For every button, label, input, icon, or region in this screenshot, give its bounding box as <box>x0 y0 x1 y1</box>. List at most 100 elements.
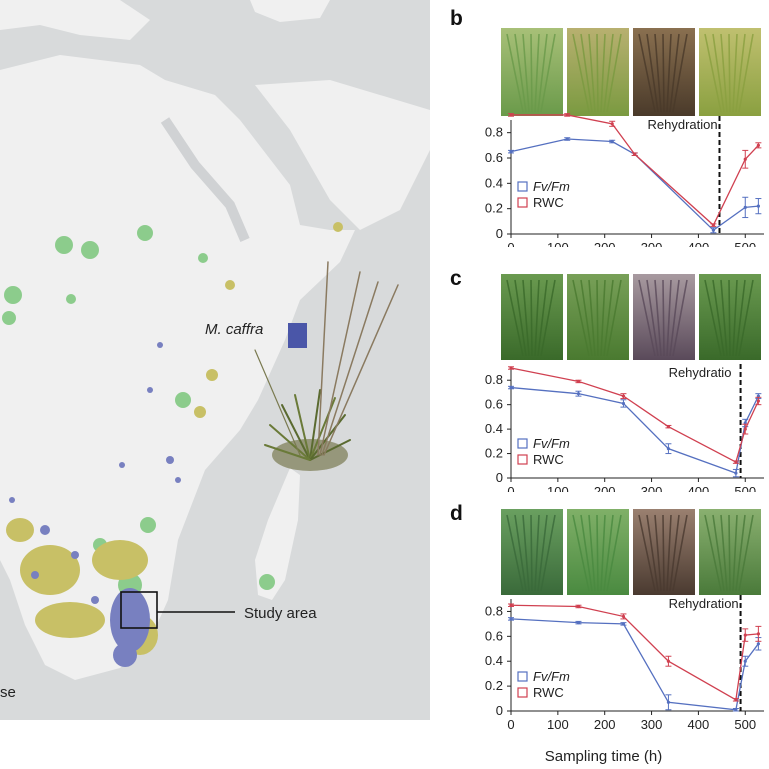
leaf-stroke <box>735 514 746 592</box>
data-point <box>509 150 513 154</box>
data-point <box>509 385 513 390</box>
leaf-stroke <box>654 33 662 113</box>
legend-fvfm: Fv/Fm <box>533 179 570 194</box>
x-tick-label: 400 <box>688 484 710 492</box>
leaf-stroke <box>506 279 524 357</box>
x-tick-label: 300 <box>641 484 663 492</box>
data-point <box>743 633 747 637</box>
x-tick-label: 500 <box>734 240 756 247</box>
data-point <box>576 621 581 625</box>
leaf-stroke <box>728 514 731 592</box>
y-tick-label: 0 <box>496 226 503 241</box>
leaf-stroke <box>646 514 659 592</box>
leaf-stroke <box>530 33 533 113</box>
panel-b: b 0 0.2 0.4 0.6 0.8 0 100 200 300 400 500 Rehydrat… <box>450 7 764 247</box>
leaf-stroke <box>534 514 540 592</box>
leaf-stroke <box>580 279 593 357</box>
leaf-stroke <box>600 279 606 357</box>
data-point <box>610 139 614 144</box>
y-tick-label: 0.4 <box>485 653 503 668</box>
x-tick-label: 200 <box>594 717 616 732</box>
y-tick-label: 0.4 <box>485 421 503 436</box>
data-point <box>666 700 671 704</box>
legend-swatch <box>517 197 528 208</box>
data-point <box>621 622 626 626</box>
data-point <box>509 617 513 621</box>
leaf-stroke <box>514 33 527 113</box>
legend-swatch <box>517 687 528 698</box>
data-point <box>711 228 715 232</box>
x-tick-label: 400 <box>688 240 710 247</box>
data-point <box>576 392 581 396</box>
data-point <box>743 157 747 161</box>
data-point <box>734 698 738 702</box>
data-point <box>734 708 738 712</box>
x-tick-label: 400 <box>688 717 710 732</box>
rehydration-label: Rehydratio <box>669 365 732 380</box>
chart-axes: 0 0.2 0.4 0.6 0.8 0 100 200 300 400 500 <box>485 120 764 247</box>
study-area-label: Study area <box>244 605 317 622</box>
leaf-stroke <box>712 279 725 357</box>
legend-fvfm: Fv/Fm <box>533 669 570 684</box>
x-tick-label: 500 <box>734 717 756 732</box>
leaf-stroke <box>704 33 722 113</box>
leaf-stroke <box>606 279 622 357</box>
x-tick-label: 0 <box>507 240 514 247</box>
leaf-stroke <box>580 514 593 592</box>
photo-strip <box>501 509 761 595</box>
leaf-stroke <box>666 33 672 113</box>
leaf-stroke <box>662 514 665 592</box>
legend-swatch <box>517 438 528 449</box>
leaf-stroke <box>534 33 540 113</box>
data-point <box>756 143 760 147</box>
data-point <box>565 137 569 141</box>
leaf-stroke <box>672 514 688 592</box>
y-tick-label: 0.6 <box>485 150 503 165</box>
leaf-stroke <box>669 279 680 357</box>
leaf-stroke <box>669 33 680 113</box>
data-point <box>565 113 569 117</box>
chart-marks <box>508 595 762 712</box>
africa-land <box>0 55 355 680</box>
data-point <box>610 122 614 126</box>
occurrence-olive <box>6 222 343 655</box>
data-point <box>734 471 738 475</box>
leaf-stroke <box>738 33 754 113</box>
leaf-stroke <box>672 279 688 357</box>
x-tick-label: 100 <box>547 240 569 247</box>
species-marker <box>288 323 307 348</box>
data-point <box>734 460 738 464</box>
arabia-land <box>255 80 430 230</box>
leaf-stroke <box>572 33 590 113</box>
leaf-stroke <box>588 514 596 592</box>
legend-swatch <box>517 454 528 465</box>
leaf-stroke <box>735 33 746 113</box>
x-tick-label: 200 <box>594 240 616 247</box>
leaf-stroke <box>572 514 590 592</box>
europe-land <box>0 0 150 40</box>
leaf-stroke <box>540 514 556 592</box>
leaf-stroke <box>522 279 530 357</box>
distribution-map: Study area M. caffra se <box>0 0 430 720</box>
leaf-stroke <box>638 33 656 113</box>
panel-label: c <box>450 267 462 290</box>
leaf-stroke <box>728 279 731 357</box>
leaf-stroke <box>588 279 596 357</box>
y-tick-label: 0.2 <box>485 446 503 461</box>
panel-label: b <box>450 7 463 30</box>
legend-swatch <box>517 671 528 682</box>
leaf-stroke <box>704 279 722 357</box>
leaf-stroke <box>600 33 606 113</box>
leaf-stroke <box>580 33 593 113</box>
study-area-box <box>120 591 158 629</box>
species-label: M. caffra <box>205 321 263 338</box>
leaf-stroke <box>720 33 728 113</box>
x-axis-label: Sampling time (h) <box>544 748 663 765</box>
data-point <box>621 394 626 398</box>
legend-fvfm: Fv/Fm <box>533 436 570 451</box>
leaf-stroke <box>720 279 728 357</box>
leaf-stroke <box>540 279 556 357</box>
chart-marks <box>508 364 762 478</box>
y-tick-label: 0.6 <box>485 397 503 412</box>
leaf-stroke <box>638 279 656 357</box>
